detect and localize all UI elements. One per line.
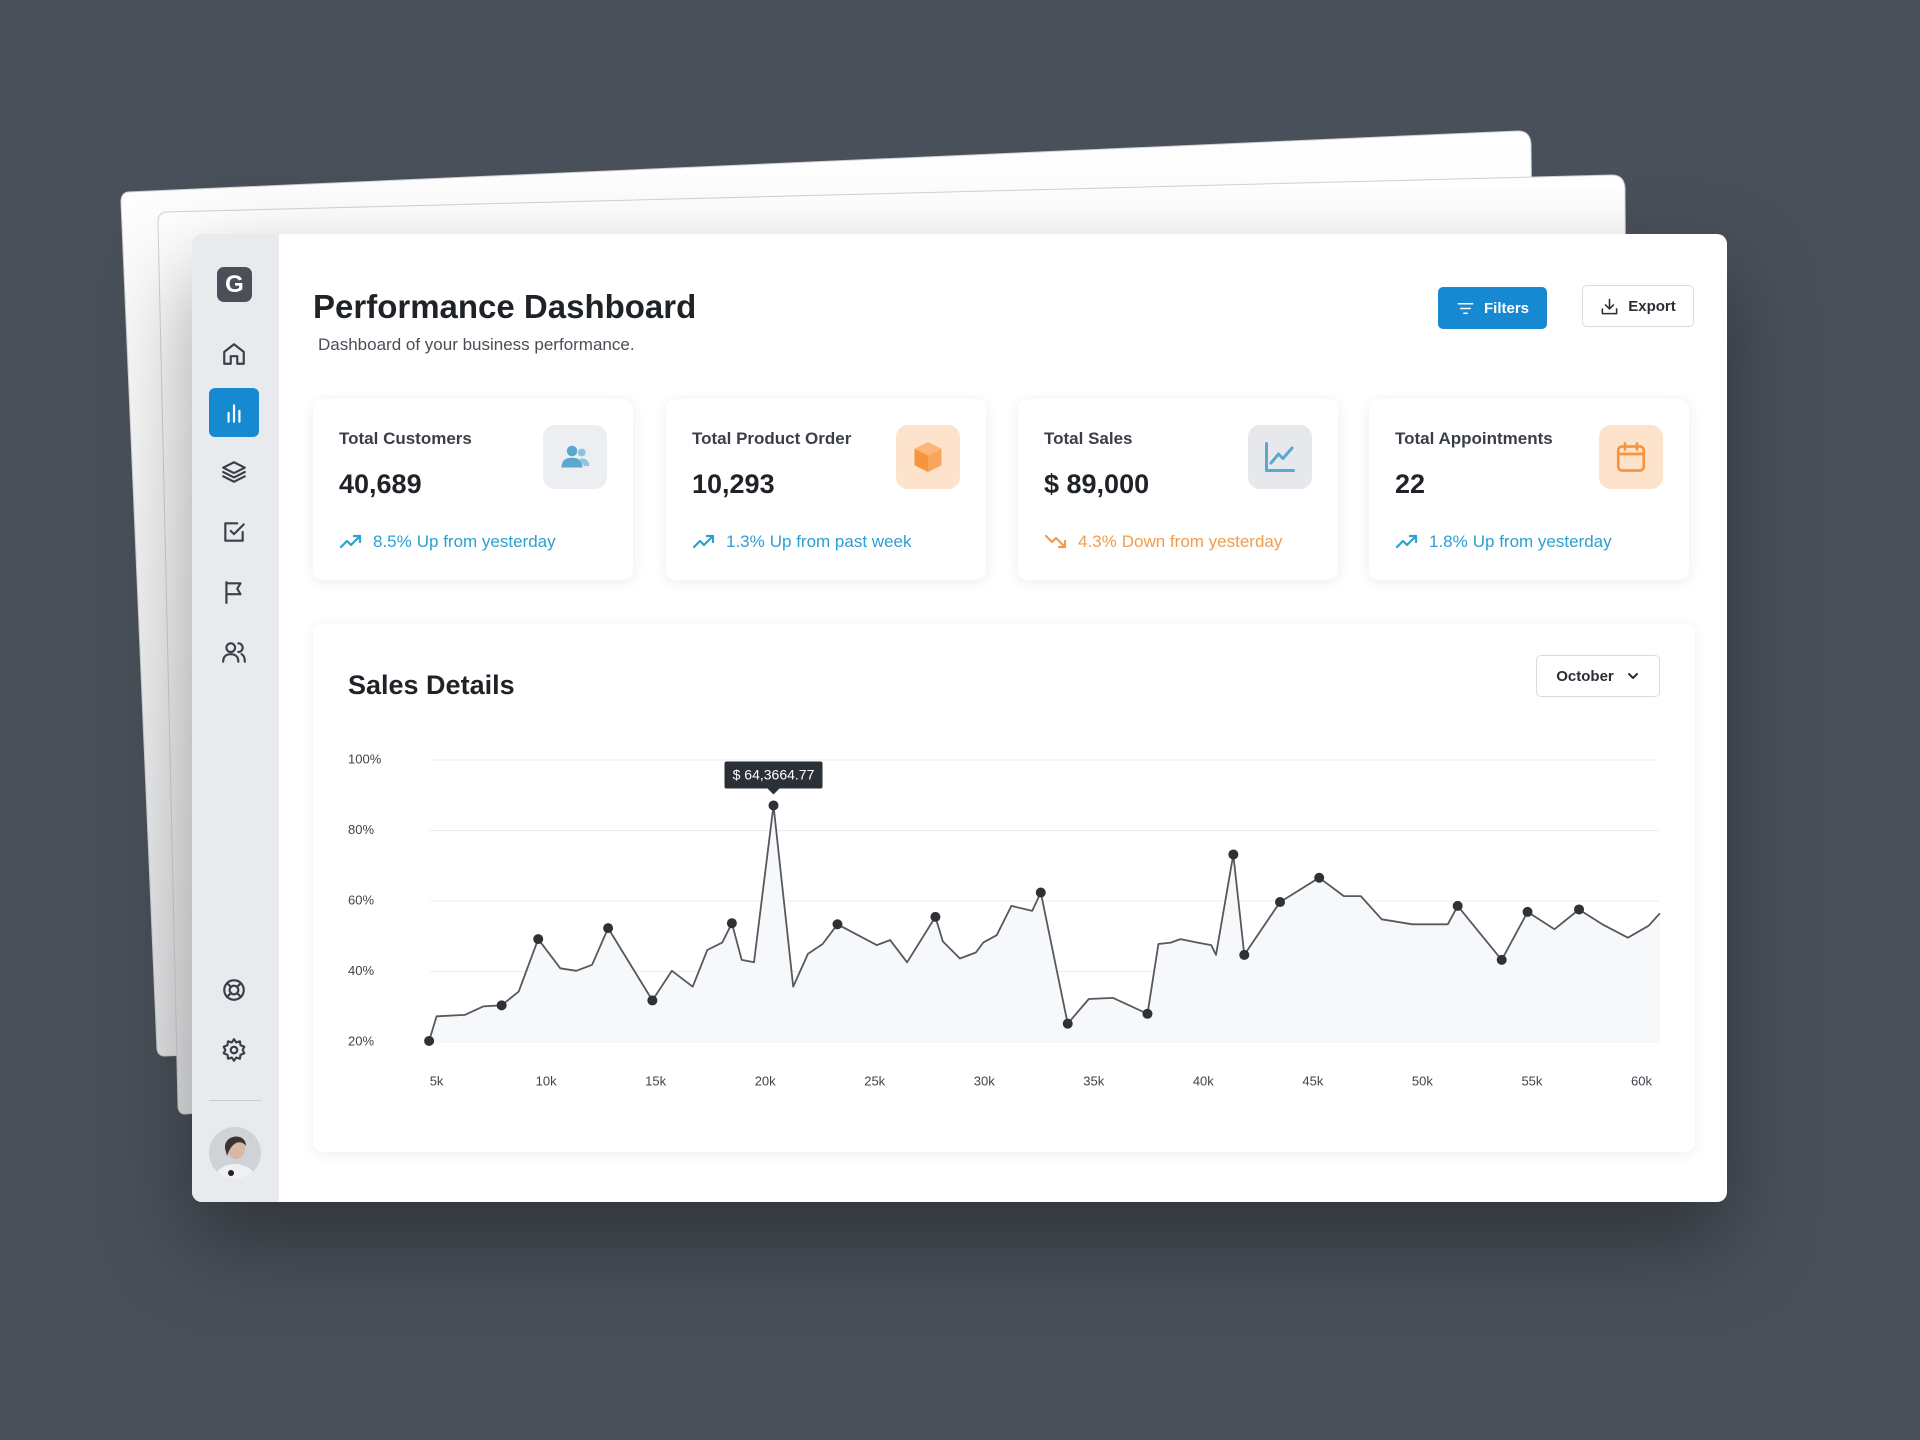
stat-title: Total Customers — [339, 429, 472, 448]
button-label: Filters — [1483, 299, 1529, 317]
nav-analytics[interactable] — [209, 388, 259, 437]
stat-change-note: Up from yesterday — [416, 532, 556, 551]
icon — [1601, 298, 1618, 314]
stat-icon — [1248, 425, 1312, 489]
button-label: Export — [1628, 297, 1676, 315]
nav-tasks[interactable] — [209, 507, 259, 556]
stat-change-note: Up from yesterday — [1472, 532, 1612, 551]
stat-card: Total Sales $ 89,000 4.3% Down from yeste… — [1018, 399, 1338, 580]
stat-value: 10,293 — [692, 469, 775, 499]
trend-stroke — [352, 534, 362, 544]
trend-stroke — [339, 534, 362, 549]
trend-stroke — [705, 534, 715, 544]
icon — [224, 521, 245, 542]
stat-change: 1.3% Up from past week — [692, 532, 911, 552]
stat-change: 4.3% Down from yesterday — [1044, 532, 1282, 552]
filters-button[interactable]: Filters — [1438, 287, 1547, 329]
trend-stroke — [1057, 539, 1067, 549]
icon — [1265, 442, 1295, 472]
stat-change-note: Up from past week — [769, 532, 912, 551]
icon — [1627, 673, 1638, 679]
icon — [222, 641, 246, 663]
nav-layers[interactable] — [209, 447, 259, 496]
stat-change: 1.8% Up from yesterday — [1395, 532, 1612, 552]
stat-change: 8.5% Up from yesterday — [339, 532, 556, 552]
sidebar-divider — [209, 1100, 261, 1101]
trend-icon — [1044, 534, 1067, 549]
stat-change-value: 1.3% — [726, 532, 765, 551]
export-button[interactable]: Export — [1582, 285, 1694, 327]
sales-card — [313, 624, 1695, 1152]
nav-users[interactable] — [209, 627, 259, 676]
stat-icon — [896, 425, 960, 489]
stat-icon — [543, 425, 607, 489]
icon — [1616, 442, 1646, 472]
trend-icon — [1395, 534, 1418, 549]
page-title: Performance Dashboard — [313, 288, 697, 325]
icon — [223, 342, 245, 365]
icon — [225, 580, 242, 604]
stat-card: Total Customers 40,689 8.5% Up from yeste… — [313, 399, 633, 580]
logo[interactable]: G — [217, 267, 252, 302]
stat-icon — [1599, 425, 1663, 489]
trend-stroke — [1408, 534, 1418, 544]
stat-card: Total Product Order 10,293 1.3% Up from p… — [666, 399, 986, 580]
stat-change-value: 8.5% — [373, 532, 412, 551]
stat-title: Total Product Order — [692, 429, 852, 448]
stat-title: Total Sales — [1044, 429, 1133, 448]
nav-home[interactable] — [209, 329, 259, 378]
icon — [561, 445, 590, 468]
period-dropdown[interactable]: October — [1536, 655, 1660, 697]
stat-value: 40,689 — [339, 469, 422, 499]
stat-value: 22 — [1395, 469, 1426, 499]
nav-settings[interactable] — [209, 1025, 259, 1074]
trend-icon — [339, 534, 362, 549]
trend-stroke — [692, 534, 715, 549]
nav-support[interactable] — [209, 965, 259, 1014]
icon — [223, 978, 245, 1001]
stat-change-value: 4.3% — [1078, 532, 1117, 551]
chart-title: Sales Details — [348, 670, 515, 700]
icon — [1457, 302, 1474, 314]
icon — [914, 442, 942, 472]
icon — [227, 403, 241, 423]
stat-change-note: Down from yesterday — [1121, 532, 1283, 551]
icon — [222, 460, 246, 483]
dropdown-label: October — [1556, 667, 1614, 685]
stat-value: $ 89,000 — [1044, 469, 1150, 499]
avatar[interactable] — [208, 1126, 262, 1180]
stat-change-value: 1.8% — [1429, 532, 1468, 551]
stat-card: Total Appointments 22 1.8% Up from yester… — [1369, 399, 1689, 580]
trend-stroke — [1044, 534, 1067, 549]
trend-stroke — [1395, 534, 1418, 549]
stat-title: Total Appointments — [1395, 429, 1553, 448]
nav-flag[interactable] — [209, 567, 259, 616]
page-subtitle: Dashboard of your business performance. — [318, 335, 635, 354]
trend-icon — [692, 534, 715, 549]
icon — [222, 1037, 246, 1062]
